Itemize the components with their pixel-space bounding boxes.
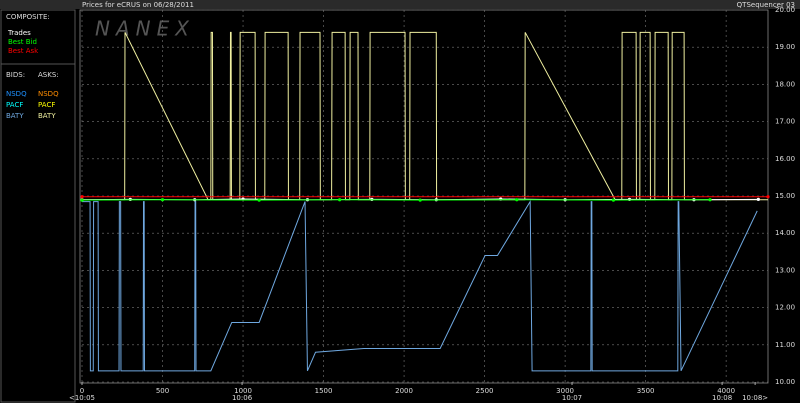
legend-entry: Best Ask [8,47,39,55]
time-tick-label: 10:08> [742,394,768,402]
composite-title: COMPOSITE: [6,13,50,21]
bids-title: BIDS: [6,71,25,79]
legend-entry: Best Bid [8,38,37,46]
watermark: NANEX [95,17,195,41]
price-line [82,199,758,372]
y-tick-label: 12.00 [775,304,795,312]
trade-dot [80,198,84,202]
trade-dot [160,198,165,202]
y-tick-label: 11.00 [775,341,795,349]
trade-dot [418,198,422,202]
y-tick-label: 10.00 [775,378,795,386]
time-tick-label: <10:05 [69,394,95,402]
x-tick-label: 2500 [476,387,494,395]
trade-dot [80,195,84,199]
trade-dot [370,197,374,201]
trade-dot [611,198,616,202]
trade-dot [257,198,261,202]
asks-title: ASKS: [38,71,59,79]
x-tick-label: 500 [156,387,169,395]
legend-entry: NSDQ [38,90,59,98]
legend-entry: PACF [6,101,23,109]
y-tick-label: 17.00 [775,118,795,126]
legend-entry: BATY [6,112,24,120]
trade-dot [128,197,132,201]
trade-dot [515,198,519,202]
price-line [82,31,768,201]
y-tick-label: 14.00 [775,229,795,237]
y-tick-label: 18.00 [775,80,795,88]
legend-entry: Trades [7,29,31,37]
legend-entry: PACF [38,101,55,109]
trade-dot [338,198,342,202]
title-bar [0,0,800,9]
x-tick-label: 3500 [637,387,655,395]
y-tick-label: 20.00 [775,6,795,14]
source-label: QTSequencer 03 [737,1,795,9]
y-tick-label: 16.00 [775,155,795,163]
time-tick-label: 10:06 [232,394,253,402]
trade-dot [756,197,760,201]
trade-dot [708,198,712,202]
y-tick-label: 19.00 [775,43,795,51]
x-tick-label: 4000 [717,387,735,395]
trade-dot [766,195,770,199]
legend-entry: BATY [38,112,56,120]
legend-entry: NSDQ [6,90,27,98]
y-tick-label: 15.00 [775,192,795,200]
time-tick-label: 10:08 [712,394,732,402]
legend-panel [0,9,76,403]
x-tick-label: 2000 [395,387,413,395]
time-tick-label: 10:07 [562,394,582,402]
chart-title: Prices for eCRUS on 06/28/2011 [82,1,194,9]
x-tick-label: 1500 [315,387,333,395]
x-tick-label: 1000 [234,387,252,395]
x-tick-label: 3000 [556,387,574,395]
x-tick-label: 0 [80,387,84,395]
y-tick-label: 13.00 [775,266,795,274]
